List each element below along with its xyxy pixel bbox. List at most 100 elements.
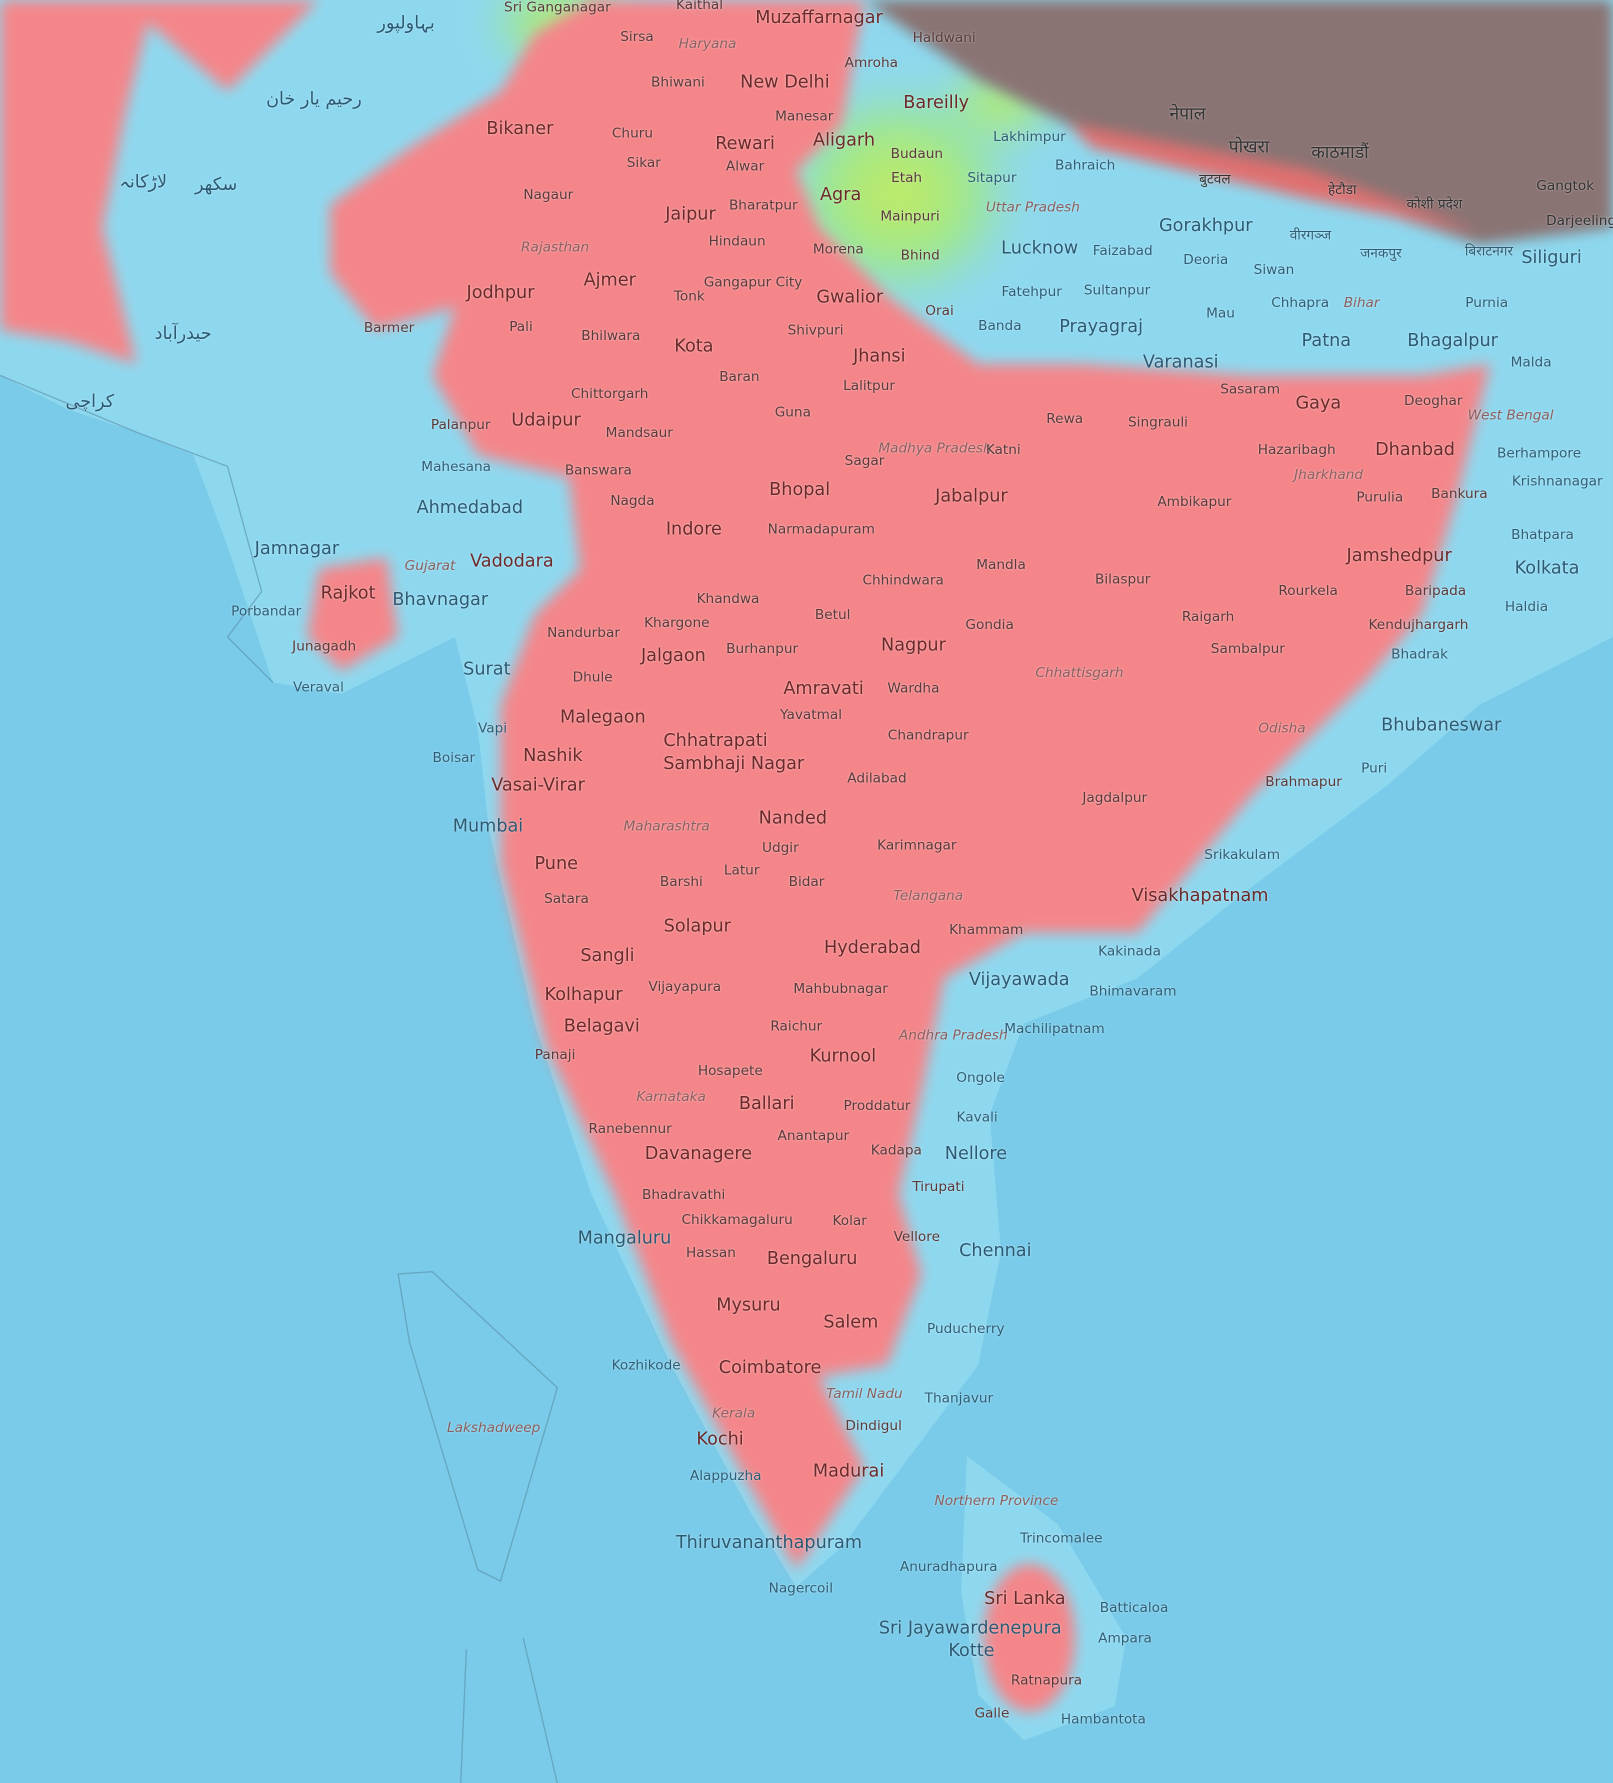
region-label: Rajasthan [521, 238, 590, 255]
place-label: Adilabad [847, 770, 907, 787]
place-label: Raigarh [1181, 608, 1235, 625]
place-label: Ongole [956, 1069, 1005, 1086]
place-label: नेपाल [1169, 103, 1206, 124]
place-label: Khandwa [696, 590, 760, 607]
region-label: Gujarat [404, 557, 456, 574]
place-label: Haldia [1504, 598, 1549, 615]
borders [0, 374, 559, 1783]
region-label: Lakshadweep [447, 1419, 541, 1436]
place-label: Manesar [775, 108, 834, 124]
place-label: Raichur [770, 1018, 823, 1034]
place-label: Hosapete [697, 1062, 763, 1079]
place-label: Sitapur [967, 169, 1017, 186]
place-label: بہاولپور [377, 12, 435, 33]
place-label: Belagavi [563, 1015, 640, 1037]
place-label: Siwan [1253, 261, 1295, 278]
place-label: Chennai [959, 1239, 1032, 1261]
region-label: Tamil Nadu [826, 1385, 903, 1402]
place-label: Kadapa [870, 1142, 922, 1158]
place-label: Vapi [477, 720, 508, 736]
place-label: Khargone [644, 614, 710, 631]
place-label: Haldwani [912, 29, 976, 46]
place-label: Batticaloa [1099, 1599, 1169, 1616]
place-label: Bengaluru [766, 1247, 858, 1269]
place-label: Jamshedpur [1346, 544, 1452, 566]
region-label: Odisha [1258, 720, 1306, 736]
place-label: Budaun [890, 145, 944, 162]
place-label: Sikar [626, 154, 661, 171]
region-label: Telangana [893, 887, 964, 904]
place-label: Khammam [949, 921, 1024, 938]
place-label: Malda [1510, 353, 1552, 370]
place-label: Vijayawada [968, 969, 1070, 990]
place-label: Chittorgarh [570, 385, 649, 402]
place-label: Bidar [788, 873, 825, 890]
place-label: Rewa [1046, 410, 1084, 427]
place-label: Bhopal [769, 478, 831, 500]
place-label: Boisar [432, 749, 476, 766]
place-label: Nagpur [881, 634, 946, 656]
place-label: Galle [974, 1705, 1010, 1722]
place-label: Betul [814, 606, 851, 623]
place-label: Rewari [715, 133, 775, 154]
place-label: Tirupati [912, 1178, 965, 1195]
place-label: Anantapur [777, 1127, 850, 1144]
place-label: Chhatrapati [663, 730, 768, 751]
place-label: Mainpuri [880, 208, 940, 225]
place-label: Rourkela [1278, 582, 1338, 599]
place-label: Ballari [738, 1093, 795, 1114]
place-label: Anuradhapura [899, 1558, 998, 1575]
place-label: Ajmer [583, 269, 636, 291]
place-label: बिराटनगर [1464, 242, 1514, 259]
place-label: Guna [774, 403, 811, 420]
place-label: Sultanpur [1083, 282, 1151, 299]
place-label: Sangli [580, 945, 635, 966]
place-label: Vijayapura [648, 978, 722, 995]
place-label: Bhilwara [581, 327, 641, 344]
place-label: Gangtok [1536, 177, 1595, 194]
place-label: حیدرآباد [154, 323, 212, 344]
place-label: Agra [819, 184, 862, 205]
place-label: Aligarh [813, 129, 876, 151]
place-label: Palanpur [430, 416, 491, 433]
place-label: Gwalior [816, 286, 884, 308]
place-label: Bhavnagar [392, 589, 489, 610]
place-label: Nagda [610, 492, 655, 509]
place-label: Surat [463, 658, 511, 680]
place-label: कोशी प्रदेश [1406, 196, 1463, 213]
place-label: Visakhapatnam [1131, 884, 1269, 906]
place-label: Bikaner [486, 118, 554, 139]
place-label: Mandsaur [605, 424, 673, 441]
place-label: Baran [719, 368, 760, 385]
place-label: Mahbubnagar [793, 980, 888, 997]
place-label: Bharatpur [728, 196, 798, 213]
place-label: Ambikapur [1157, 493, 1232, 510]
place-label: Berhampore [1496, 444, 1582, 461]
region-label: Kerala [712, 1404, 756, 1421]
place-label: Deoghar [1403, 392, 1463, 409]
place-label: Bhagalpur [1407, 329, 1498, 351]
place-label: Kolkata [1514, 557, 1580, 578]
place-label: Kozhikode [611, 1357, 681, 1373]
place-label: Nashik [523, 745, 583, 766]
place-label: Satara [544, 890, 589, 907]
place-label: Pali [509, 318, 533, 335]
place-label: Salem [823, 1311, 879, 1333]
place-label: Vellore [893, 1228, 940, 1245]
place-label: Bhadrak [1391, 646, 1449, 663]
place-label: Junagadh [292, 638, 357, 655]
place-label: Sri Ganganagar [504, 0, 611, 15]
region-label: Haryana [678, 35, 737, 52]
place-label: Sagar [844, 452, 885, 469]
place-label: Panaji [534, 1046, 576, 1063]
place-label: Chhapra [1271, 294, 1330, 311]
place-label: Tonk [673, 287, 705, 304]
place-label: Mangaluru [577, 1227, 672, 1248]
place-label: Amravati [783, 677, 864, 699]
place-label: Kaithal [676, 0, 724, 13]
place-label: Jamnagar [254, 538, 340, 559]
place-label: Malegaon [560, 706, 646, 727]
